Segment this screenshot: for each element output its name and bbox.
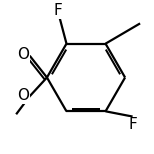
Text: O: O xyxy=(17,47,29,63)
Text: F: F xyxy=(129,117,138,132)
Text: F: F xyxy=(54,3,63,18)
Text: O: O xyxy=(17,88,29,103)
